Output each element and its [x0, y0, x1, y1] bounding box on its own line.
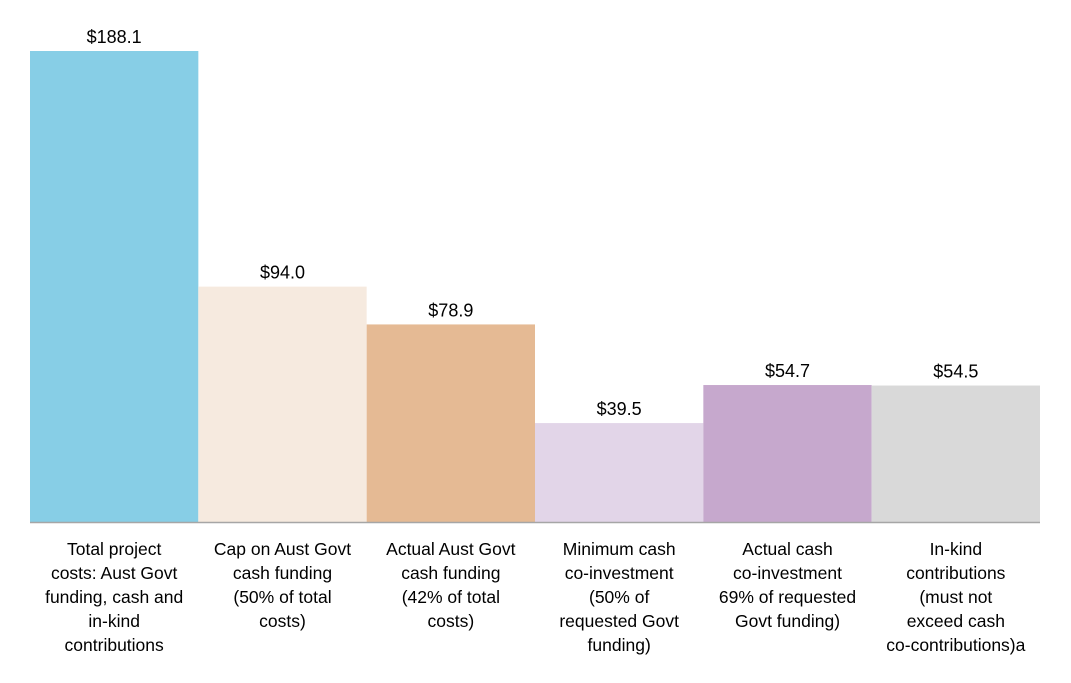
- category-label-line: funding): [588, 635, 651, 655]
- category-label-line: (42% of total: [402, 587, 500, 607]
- category-label-2: Cap on Aust Govt cash funding (50% of tota…: [214, 539, 351, 631]
- category-label-line: Actual cash: [742, 539, 832, 559]
- bar-6: [871, 385, 1040, 522]
- value-label-4: $39.5: [597, 399, 642, 419]
- category-label-line: contributions: [906, 563, 1005, 583]
- category-label-line: Total project: [67, 539, 161, 559]
- category-label-1: Total project costs: Aust Govt funding, ca…: [45, 539, 183, 655]
- bars-group: [30, 51, 1040, 522]
- category-label-line: Minimum cash: [563, 539, 676, 559]
- category-label-5: Actual cash co-investment 69% of requested…: [719, 539, 856, 631]
- category-label-line: Govt funding): [735, 611, 840, 631]
- bar-2: [198, 286, 367, 522]
- category-label-line: cash funding: [401, 563, 500, 583]
- bar-3: [366, 324, 535, 522]
- category-label-line: (50% of total: [233, 587, 331, 607]
- category-label-line: exceed cash: [907, 611, 1005, 631]
- category-label-line: Actual Aust Govt: [386, 539, 516, 559]
- bar-1: [30, 51, 199, 522]
- category-labels-group: Total project costs: Aust Govt funding, ca…: [45, 539, 1026, 655]
- category-label-line: (50% of: [589, 587, 649, 607]
- category-label-line: funding, cash and: [45, 587, 183, 607]
- category-label-line: costs): [427, 611, 474, 631]
- category-label-line: Cap on Aust Govt: [214, 539, 351, 559]
- category-label-line: in-kind: [88, 611, 140, 631]
- category-label-line: (must not: [919, 587, 992, 607]
- category-label-line: costs): [259, 611, 306, 631]
- category-label-line: co-contributions)a: [886, 635, 1025, 655]
- category-label-line: In-kind: [930, 539, 983, 559]
- category-label-line: cash funding: [233, 563, 332, 583]
- category-label-line: costs: Aust Govt: [51, 563, 178, 583]
- bar-5: [703, 385, 872, 522]
- category-label-line: 69% of requested: [719, 587, 856, 607]
- value-label-3: $78.9: [428, 300, 473, 320]
- value-labels-group: $188.1 $94.0 $78.9 $39.5 $54.7 $54.5: [87, 27, 979, 419]
- category-label-6: In-kind contributions (must not exceed cash…: [886, 539, 1025, 655]
- category-label-line: co-investment: [733, 563, 842, 583]
- bar-4: [535, 423, 704, 522]
- category-label-line: requested Govt: [559, 611, 679, 631]
- category-label-line: contributions: [65, 635, 164, 655]
- category-label-3: Actual Aust Govt cash funding (42% of tota…: [386, 539, 516, 631]
- category-label-4: Minimum cash co-investment (50% of requeste…: [559, 539, 679, 655]
- value-label-2: $94.0: [260, 263, 305, 283]
- category-label-line: co-investment: [565, 563, 674, 583]
- value-label-6: $54.5: [933, 362, 978, 382]
- value-label-1: $188.1: [87, 27, 142, 47]
- value-label-5: $54.7: [765, 361, 810, 381]
